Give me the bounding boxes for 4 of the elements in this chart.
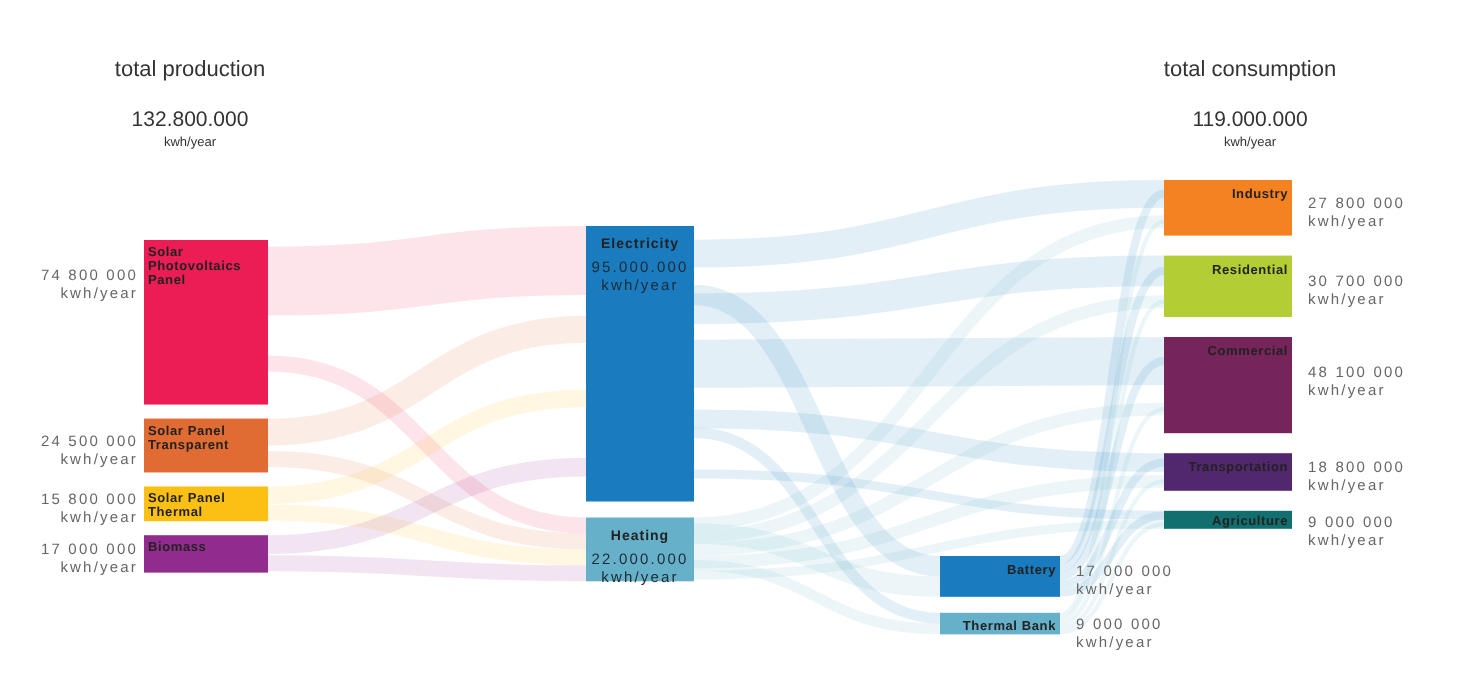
text: 119.000.000 bbox=[1192, 108, 1308, 132]
text: total production bbox=[114, 58, 266, 82]
text: total consumption bbox=[1163, 58, 1337, 82]
text: 132.800.000 bbox=[131, 108, 249, 132]
